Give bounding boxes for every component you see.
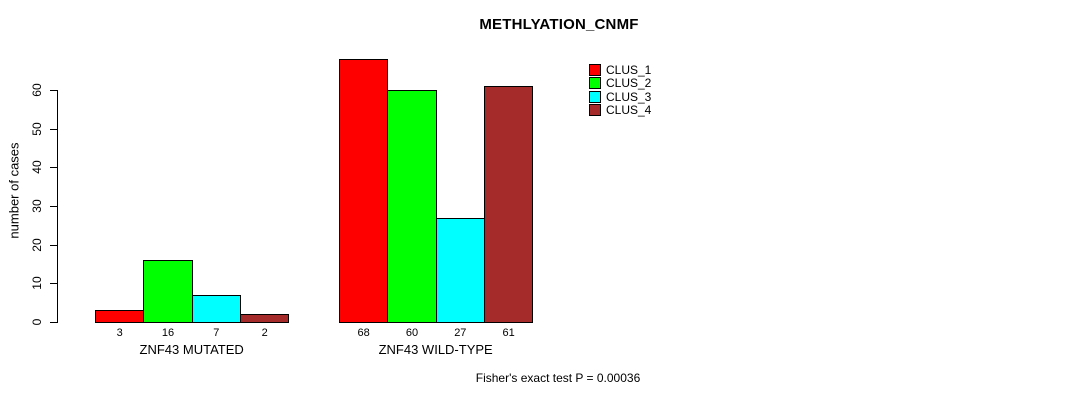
bar-clus_4 [483, 86, 534, 323]
y-axis-tick [50, 244, 57, 246]
bar-value-label: 16 [161, 327, 175, 339]
bar-value-label: 27 [454, 327, 467, 339]
y-axis-tick-label: 60 [30, 83, 44, 97]
y-axis-tick [50, 90, 57, 91]
bar-value-label: 2 [261, 327, 268, 339]
bar-value-label: 60 [405, 327, 419, 339]
y-axis-tick [50, 167, 57, 169]
legend-swatch-clus_2 [589, 77, 601, 90]
bar-clus_4 [239, 314, 290, 323]
legend-swatch-clus_4 [589, 103, 601, 116]
bar-clus_2 [387, 90, 437, 323]
bar-clus_1 [339, 59, 389, 323]
chart-title: METHLYATION_CNMF [479, 16, 639, 33]
legend-swatch-clus_1 [589, 64, 601, 76]
group-label: ZNF43 MUTATED [139, 342, 244, 357]
legend-label: CLUS_3 [606, 89, 652, 104]
y-axis-label: number of cases [6, 142, 22, 239]
legend-label: CLUS_2 [606, 76, 652, 91]
legend-item-clus_2: CLUS_2 [589, 76, 652, 91]
y-axis-tick-label: 10 [30, 276, 44, 291]
legend-label: CLUS_1 [606, 63, 652, 77]
bar-clus_1 [95, 310, 145, 323]
legend-swatch-clus_3 [589, 90, 601, 103]
y-axis-tick [50, 283, 57, 285]
bar-value-label: 3 [116, 327, 123, 339]
y-axis-tick-label: 50 [30, 121, 44, 136]
y-axis-tick-label: 40 [30, 160, 44, 175]
bar-value-label: 61 [502, 327, 515, 339]
bar-clus_3 [435, 217, 485, 323]
group-label: ZNF43 WILD-TYPE [378, 342, 493, 357]
bar-value-label: 7 [213, 327, 220, 339]
bar-clus_3 [191, 294, 241, 323]
legend-item-clus_3: CLUS_3 [589, 89, 652, 104]
legend-label: CLUS_4 [606, 102, 652, 117]
y-axis-tick [50, 128, 57, 130]
fisher-test-annotation: Fisher's exact test P = 0.00036 [475, 371, 641, 385]
bar-value-label: 68 [357, 327, 370, 339]
bar-clus_2 [143, 260, 193, 323]
legend-item-clus_1: CLUS_1 [589, 64, 651, 76]
y-axis-tick [50, 322, 57, 323]
y-axis-tick-label: 20 [30, 237, 44, 252]
y-axis-tick-label: 30 [30, 199, 44, 213]
legend-item-clus_4: CLUS_4 [589, 102, 652, 117]
y-axis-tick [50, 206, 57, 207]
y-axis-tick-label: 0 [30, 318, 44, 326]
y-axis-line [57, 90, 58, 323]
